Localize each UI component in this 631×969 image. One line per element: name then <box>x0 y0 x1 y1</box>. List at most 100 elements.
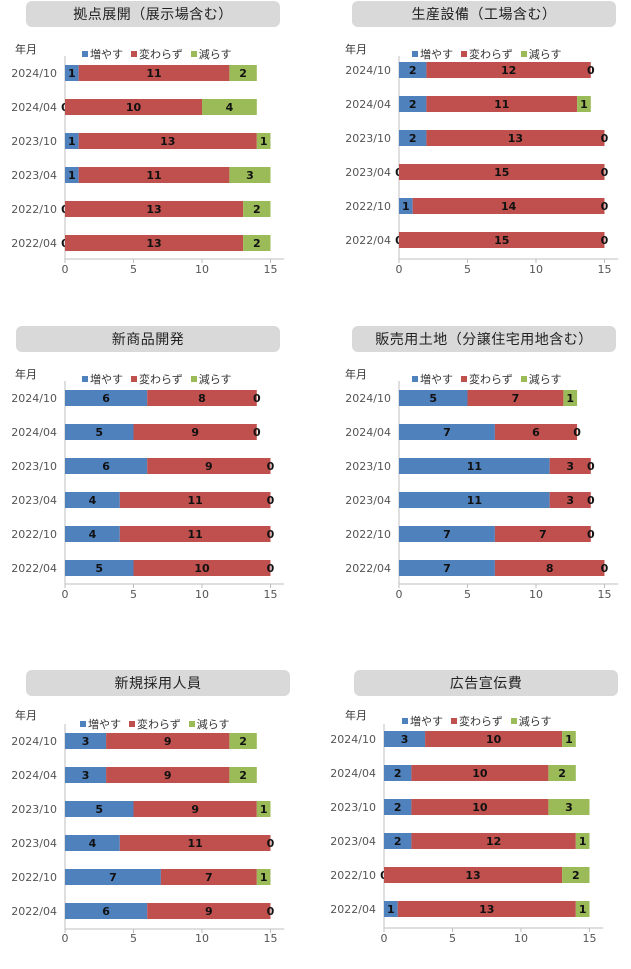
category-label: 2023/10 <box>330 801 376 814</box>
bar-segment-increase <box>65 65 79 81</box>
legend-swatch-decrease <box>188 721 195 727</box>
data-label-same: 13 <box>146 237 161 250</box>
data-label-increase: 4 <box>89 837 97 850</box>
bar-segment-same <box>549 492 591 508</box>
category-label: 2022/10 <box>345 528 391 541</box>
x-tick-label: 0 <box>396 588 403 601</box>
data-label-increase: 5 <box>95 426 103 439</box>
data-label-increase: 6 <box>102 392 110 405</box>
legend: 増やす 変わらず 減らす <box>402 713 552 729</box>
bar-segment-same <box>397 901 576 917</box>
bar-segment-increase <box>65 560 134 576</box>
chart-title: 新規採用人員 <box>26 670 290 696</box>
data-label-increase: 2 <box>409 98 417 111</box>
x-tick-label: 10 <box>195 588 209 601</box>
legend-increase: 増やす <box>402 713 443 729</box>
legend-increase: 増やす <box>82 46 123 62</box>
data-label-increase: 6 <box>102 905 110 918</box>
data-label-decrease: 1 <box>565 733 573 746</box>
bar-segment-same <box>78 167 230 183</box>
bar-segment-decrease <box>229 65 257 81</box>
x-tick-label: 10 <box>514 932 528 945</box>
data-label-decrease: 2 <box>253 237 261 250</box>
legend: 増やす 変わらず 減らす <box>80 716 230 732</box>
x-tick-label: 15 <box>264 588 278 601</box>
bar-segment-decrease <box>256 801 271 817</box>
bar-segment-increase <box>399 424 495 440</box>
data-label-decrease: 0 <box>587 494 595 507</box>
data-label-increase: 7 <box>443 562 451 575</box>
x-tick-label: 15 <box>598 263 612 276</box>
legend-label-decrease: 減らす <box>198 48 232 61</box>
bar-segment-decrease <box>243 235 271 251</box>
legend-same: 変わらず <box>131 371 183 387</box>
bar-segment-decrease <box>577 96 591 112</box>
x-tick-label: 15 <box>264 932 278 945</box>
bar-segment-same <box>426 62 591 78</box>
x-tick-label: 0 <box>62 588 69 601</box>
data-label-same: 11 <box>187 837 202 850</box>
bar-segment-decrease <box>562 867 590 883</box>
data-label-decrease: 2 <box>239 769 247 782</box>
x-tick-label: 10 <box>195 263 209 276</box>
category-label: 2023/04 <box>11 837 57 850</box>
bar-segment-increase <box>399 390 468 406</box>
bar-segment-increase <box>384 833 412 849</box>
legend-same: 変わらず <box>131 46 183 62</box>
bar-segment-increase <box>399 560 495 576</box>
legend-increase: 増やす <box>82 371 123 387</box>
legend-label-increase: 増やす <box>88 718 121 731</box>
category-label: 2023/10 <box>11 135 57 148</box>
data-label-decrease: 1 <box>260 803 268 816</box>
legend-swatch-same <box>461 376 467 382</box>
category-label: 2024/04 <box>330 767 376 780</box>
data-label-same: 9 <box>205 905 213 918</box>
x-tick-label: 15 <box>264 263 278 276</box>
bar-segment-same <box>65 99 202 115</box>
category-label: 2023/04 <box>11 494 57 507</box>
bar-segment-same <box>147 458 271 474</box>
bar-segment-same <box>160 869 257 885</box>
bar-segment-increase <box>65 733 107 749</box>
data-label-decrease: 1 <box>260 871 268 884</box>
data-label-same: 11 <box>494 98 509 111</box>
data-label-increase: 2 <box>409 64 417 77</box>
bar-segment-increase <box>65 424 134 440</box>
category-label: 2022/10 <box>11 528 57 541</box>
bar-segment-increase <box>65 526 120 542</box>
bar-segment-same <box>147 390 257 406</box>
bar-segment-same <box>384 867 563 883</box>
legend-swatch-decrease <box>510 718 517 724</box>
plot-area: 0 5 10 15 2024/10 6 8 0 2024/04 5 9 0 2023/10 6 9 0 2023… <box>11 381 285 601</box>
bar-segment-same <box>399 164 605 180</box>
chart-title: 拠点展開（展示場含む） <box>26 1 280 27</box>
data-label-decrease: 0 <box>253 426 261 439</box>
legend-label-decrease: 減らす <box>196 718 230 731</box>
data-label-decrease: 4 <box>226 101 234 114</box>
legend-label-increase: 増やす <box>420 48 453 61</box>
legend-swatch-increase <box>402 718 408 724</box>
bar-segment-same <box>147 903 271 919</box>
data-label-decrease: 2 <box>253 203 261 216</box>
data-label-increase: 5 <box>95 803 103 816</box>
data-label-increase: 1 <box>387 903 395 916</box>
data-label-increase: 6 <box>102 460 110 473</box>
legend-label-same: 変わらず <box>139 48 183 61</box>
data-label-decrease: 0 <box>267 460 275 473</box>
legend-swatch-increase <box>412 51 418 57</box>
data-label-increase: 11 <box>467 494 482 507</box>
data-label-decrease: 1 <box>580 98 588 111</box>
legend-swatch-decrease <box>190 376 197 382</box>
legend-decrease: 減らす <box>190 46 232 62</box>
data-label-same: 11 <box>146 67 161 80</box>
legend: 増やす 変わらず 減らす <box>82 46 232 62</box>
bar-segment-same <box>411 765 549 781</box>
y-axis-label: 年月 <box>15 43 37 56</box>
bar-segment-increase <box>399 62 427 78</box>
bar-segment-increase <box>384 765 412 781</box>
data-label-increase: 1 <box>68 135 76 148</box>
bar-segment-increase <box>384 799 412 815</box>
chart-panel-1: 生産設備（工場含む） 年月 増やす 変わらず 減らす 0 5 10 15 2024/10… <box>330 0 630 300</box>
legend-label-same: 変わらず <box>469 373 513 386</box>
bar-segment-decrease <box>548 765 576 781</box>
